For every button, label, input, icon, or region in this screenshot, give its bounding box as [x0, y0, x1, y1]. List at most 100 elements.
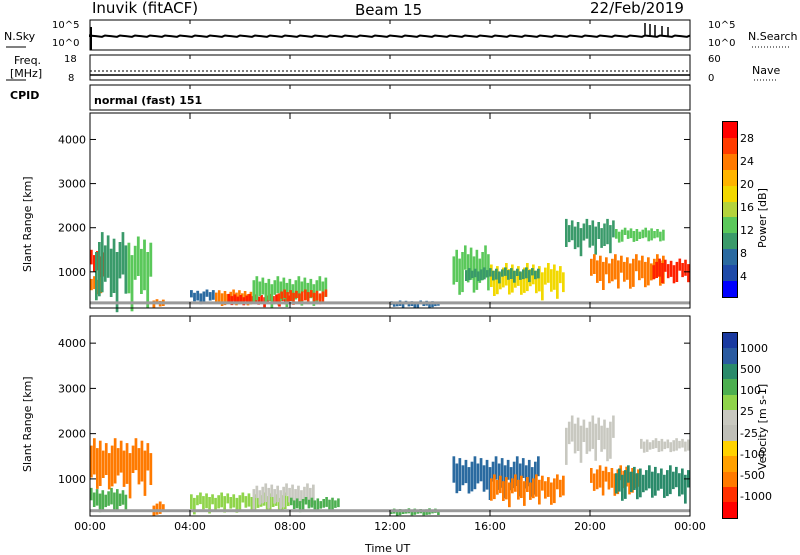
power-cell — [109, 248, 113, 297]
velocity-cell — [325, 497, 328, 507]
power-cell — [288, 278, 292, 294]
velocity-cell — [648, 465, 651, 489]
colorbar-segment — [723, 122, 737, 138]
colorbar-segment — [723, 379, 737, 395]
velocity-cell — [95, 489, 99, 506]
power-cell — [678, 258, 682, 271]
velocity-cell — [274, 494, 278, 506]
velocity-cell — [334, 500, 337, 508]
power-cell — [597, 222, 600, 239]
velocity-cell — [482, 465, 486, 492]
power-cell — [276, 276, 280, 294]
velocity-cell — [663, 474, 666, 498]
velocity-cell — [309, 487, 312, 507]
power-cell — [662, 229, 665, 241]
power-ytick-label: 2000 — [58, 222, 86, 235]
power-cell — [658, 258, 661, 277]
power-cell — [519, 271, 522, 280]
velocity-cell — [104, 443, 108, 475]
velocity-cell — [285, 483, 288, 496]
velocity-cell — [306, 483, 309, 500]
velocity-cell — [666, 439, 670, 449]
power-cell — [239, 295, 243, 303]
power-colorbar-tick: 28 — [740, 132, 754, 146]
velocity-cell — [241, 492, 245, 503]
power-cell — [508, 269, 511, 295]
colorbar-segment — [723, 169, 737, 186]
velocity-cell — [337, 498, 340, 508]
velocity-cell — [544, 481, 547, 499]
velocity-colorbar-tick: 100 — [740, 384, 761, 398]
power-cell — [324, 277, 328, 297]
velocity-cell — [547, 477, 550, 497]
velocity-cell — [529, 482, 532, 500]
power-cell — [591, 220, 595, 246]
power-cell — [264, 282, 268, 303]
power-cell — [614, 254, 617, 280]
colorbar-segment — [723, 410, 737, 426]
velocity-cell — [121, 490, 125, 505]
velocity-cell — [301, 499, 305, 512]
freq-label: Freq. — [14, 54, 42, 67]
colorbar-segment — [723, 265, 737, 282]
velocity-ytick-label: 1000 — [58, 473, 86, 486]
x-axis-label: Time UT — [365, 542, 411, 555]
velocity-cell — [146, 443, 150, 471]
velocity-cell — [579, 425, 583, 463]
power-cell — [477, 271, 480, 282]
velocity-cell — [208, 497, 211, 514]
power-cell — [608, 263, 611, 284]
power-cell — [562, 272, 565, 293]
power-cell — [133, 245, 137, 280]
velocity-cell — [628, 472, 631, 495]
velocity-cell — [124, 494, 128, 512]
power-cell — [647, 230, 650, 242]
colorbar-segment — [723, 201, 737, 218]
power-cell — [279, 281, 283, 301]
velocity-cell — [618, 468, 621, 492]
velocity-cell — [496, 479, 499, 495]
velocity-cell — [101, 450, 105, 478]
power-cell — [245, 295, 249, 305]
cpid-label: CPID — [10, 89, 40, 102]
power-cell — [681, 263, 684, 278]
power-cell — [525, 267, 528, 279]
velocity-colorbar-tick: -1000 — [740, 490, 772, 504]
velocity-cell — [505, 477, 508, 500]
power-cell — [255, 276, 259, 301]
colorbar-segment — [723, 425, 737, 441]
power-cell — [535, 270, 538, 294]
velocity-cell — [280, 495, 284, 510]
velocity-cell — [594, 423, 597, 461]
power-cell — [623, 227, 627, 235]
velocity-cell — [279, 490, 282, 509]
power-cell — [304, 289, 307, 301]
velocity-cell — [331, 497, 334, 511]
power-cell — [661, 263, 664, 284]
velocity-cell — [283, 492, 287, 509]
freq-unit-label: [MHz] — [10, 67, 43, 80]
velocity-cell — [642, 441, 646, 453]
x-tick-label: 00:00 — [74, 520, 106, 533]
velocity-ytick-label: 3000 — [58, 382, 86, 395]
velocity-cell — [675, 438, 678, 451]
velocity-cell — [592, 473, 596, 491]
power-cell — [93, 255, 96, 272]
power-cell — [257, 296, 260, 305]
nsky-label: N.Sky — [4, 30, 36, 43]
power-colorbar-tick: 16 — [740, 201, 754, 214]
velocity-cell — [395, 510, 399, 516]
power-cell — [272, 296, 275, 305]
velocity-cell — [313, 500, 317, 512]
power-colorbar-tick: 12 — [740, 223, 754, 237]
power-cell — [495, 268, 498, 280]
velocity-cell — [590, 468, 593, 483]
power-ytick-label: 4000 — [58, 133, 86, 146]
power-cell — [196, 290, 200, 301]
power-cell — [623, 261, 626, 282]
velocity-cell — [576, 417, 580, 451]
power-cell — [650, 228, 653, 241]
power-cell — [650, 263, 653, 281]
power-cell — [202, 291, 206, 304]
velocity-cell — [196, 495, 199, 506]
